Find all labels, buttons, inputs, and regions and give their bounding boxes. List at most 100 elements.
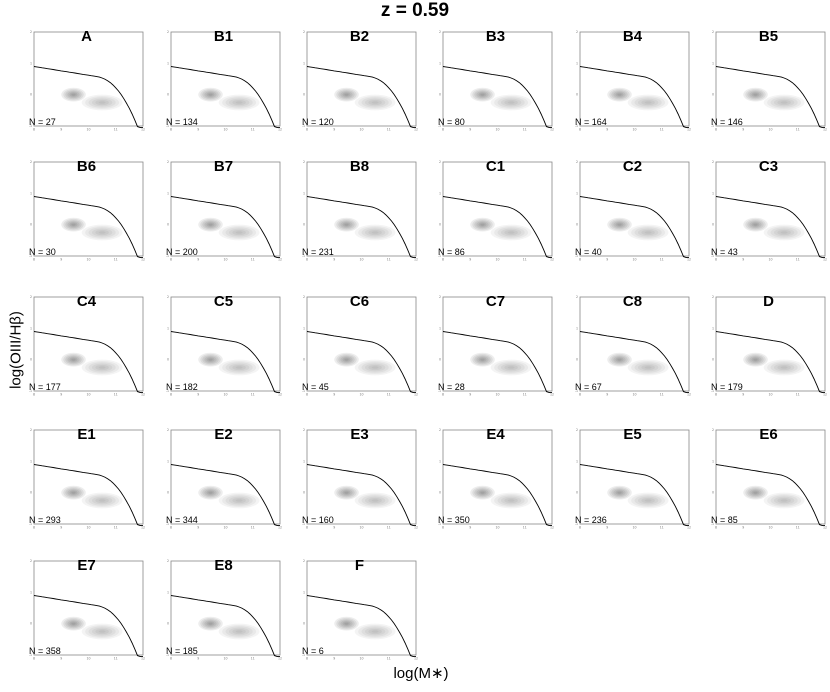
panel-e2: 2 1 0 -1 8 9 10 11 12 E2 N = 344 [162, 425, 285, 530]
y-tick-label: -1 [575, 522, 578, 526]
y-tick-label: 0 [439, 93, 441, 97]
x-tick-label: 9 [469, 258, 471, 262]
panel-b5: 2 1 0 -1 8 9 10 11 12 B5 N = 146 [707, 27, 830, 132]
x-tick-label: 9 [197, 393, 199, 397]
panel-plot: 210-18 9 10 11 12 [575, 428, 691, 530]
background-density [743, 87, 805, 111]
y-tick-label: -1 [711, 522, 714, 526]
panel-plot: 210-18 9 10 11 12 [166, 295, 282, 397]
plot-frame [33, 161, 144, 257]
panel-plot: 210-18 9 10 11 12 [166, 428, 282, 530]
panel-plot: 210-18 9 10 11 12 [711, 428, 827, 530]
panel-plot: 210-18 9 10 11 12 [711, 160, 827, 262]
background-density [61, 87, 123, 111]
x-tick-label: 12 [823, 128, 827, 132]
y-tick-label: 0 [439, 223, 441, 227]
x-tick-label: 12 [278, 128, 282, 132]
x-tick-label: 12 [687, 393, 691, 397]
plot-frame [170, 31, 281, 127]
x-tick-label: 12 [141, 393, 145, 397]
demarcation-line [715, 331, 825, 394]
x-tick-label: 12 [414, 657, 418, 661]
y-tick-label: 2 [439, 295, 441, 299]
plot-frame [306, 161, 417, 257]
panel-a: 2 1 0 -1 8 9 10 11 12 A N = 27 [25, 27, 148, 132]
x-tick-label: 11 [523, 128, 527, 132]
plot-frame [170, 429, 281, 525]
x-tick-label: 9 [742, 393, 744, 397]
plot-frame [33, 31, 144, 127]
demarcation-line [33, 595, 143, 658]
y-tick-label: 1 [167, 459, 169, 463]
panel-c6: 2 1 0 -1 8 9 10 11 12 C6 N = 45 [298, 292, 421, 397]
y-tick-label: -1 [302, 124, 305, 128]
plot-frame [33, 429, 144, 525]
background-density [198, 352, 260, 376]
y-tick-label: 2 [167, 428, 169, 432]
background-density [743, 485, 805, 509]
x-tick-label: 8 [170, 657, 172, 661]
panel-e7: 2 1 0 -1 8 9 10 11 12 E7 N = 358 [25, 556, 148, 661]
x-tick-label: 11 [796, 258, 800, 262]
x-tick-label: 9 [197, 526, 199, 530]
y-tick-label: 0 [30, 358, 32, 362]
x-tick-label: 12 [141, 657, 145, 661]
x-tick-label: 11 [660, 526, 664, 530]
demarcation-line [579, 331, 689, 394]
x-tick-label: 10 [768, 258, 772, 262]
y-tick-label: 1 [30, 61, 32, 65]
y-tick-label: 0 [30, 622, 32, 626]
y-tick-label: -1 [29, 522, 32, 526]
y-tick-label: 0 [167, 358, 169, 362]
panel-plot: 210-18 9 10 11 12 [166, 30, 282, 132]
y-tick-label: 0 [712, 358, 714, 362]
y-tick-label: 2 [167, 30, 169, 34]
y-tick-label: 1 [439, 191, 441, 195]
x-tick-label: 11 [114, 526, 118, 530]
background-density [607, 217, 669, 241]
x-tick-label: 11 [523, 393, 527, 397]
y-tick-label: 0 [30, 491, 32, 495]
demarcation-line [306, 595, 416, 658]
x-tick-label: 9 [197, 657, 199, 661]
y-tick-label: 0 [167, 622, 169, 626]
x-tick-label: 12 [141, 258, 145, 262]
demarcation-line [306, 66, 416, 129]
y-tick-label: 0 [439, 491, 441, 495]
x-tick-label: 8 [306, 393, 308, 397]
x-tick-label: 8 [33, 657, 35, 661]
x-tick-label: 9 [60, 657, 62, 661]
demarcation-line [33, 196, 143, 259]
y-tick-label: 1 [712, 61, 714, 65]
x-tick-label: 9 [333, 258, 335, 262]
panel-plot: 210-18 9 10 11 12 [29, 30, 145, 132]
x-tick-label: 12 [687, 258, 691, 262]
x-tick-label: 11 [114, 393, 118, 397]
y-tick-label: 2 [303, 428, 305, 432]
x-tick-label: 10 [86, 526, 90, 530]
x-tick-label: 8 [579, 393, 581, 397]
y-tick-label: -1 [302, 522, 305, 526]
x-tick-label: 10 [632, 393, 636, 397]
panel-f: 2 1 0 -1 8 9 10 11 12 F N = 6 [298, 556, 421, 661]
panel-plot: 210-18 9 10 11 12 [711, 295, 827, 397]
x-tick-label: 9 [333, 128, 335, 132]
x-tick-label: 11 [114, 657, 118, 661]
plot-frame [579, 31, 690, 127]
x-tick-label: 9 [333, 393, 335, 397]
y-tick-label: -1 [711, 124, 714, 128]
plot-frame [715, 296, 826, 392]
x-tick-label: 9 [197, 258, 199, 262]
x-tick-label: 9 [197, 128, 199, 132]
x-tick-label: 10 [495, 526, 499, 530]
y-tick-label: -1 [438, 522, 441, 526]
background-density [334, 87, 396, 111]
y-tick-label: 2 [303, 30, 305, 34]
background-density [470, 352, 532, 376]
background-density [334, 217, 396, 241]
y-tick-label: 1 [303, 191, 305, 195]
background-density [607, 87, 669, 111]
background-density [334, 485, 396, 509]
x-tick-label: 12 [550, 258, 554, 262]
demarcation-line [306, 196, 416, 259]
